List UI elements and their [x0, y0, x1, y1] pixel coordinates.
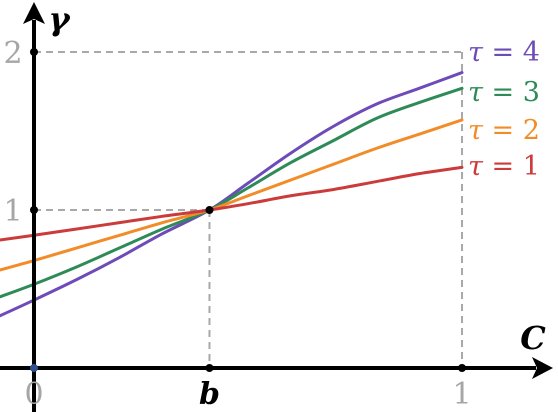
y-tick-marker-2 [30, 48, 38, 56]
chart-labels: 1 2 0 b 1 Cγ τ = 4 τ = 3 τ = 2 τ = 1 [3, 0, 546, 412]
series-line-3 [0, 118, 464, 272]
y-tick-label-2: 2 [3, 36, 22, 71]
x-tick-label-0: 0 [24, 377, 43, 412]
x-tick-marker-b [205, 364, 214, 372]
x-tick-label-b: b [199, 377, 220, 412]
origin-marker [30, 364, 38, 372]
marker-points [30, 48, 466, 372]
series-line-2 [0, 86, 464, 299]
series-line-1 [0, 71, 464, 318]
series-label-4: τ = 1 [468, 151, 540, 182]
y-tick-marker-1 [30, 206, 38, 214]
x-tick-marker-1 [458, 364, 466, 372]
x-axis-title: C [520, 319, 546, 357]
series-curves [0, 71, 464, 318]
series-label-2: τ = 3 [468, 77, 540, 108]
x-axis-arrow-icon [532, 357, 553, 379]
x-tick-label-1: 1 [452, 377, 471, 412]
y-tick-label-1: 1 [3, 194, 22, 229]
y-axis-arrow-icon [23, 2, 45, 24]
series-label-3: τ = 2 [468, 115, 540, 146]
pivot-point-marker [205, 206, 214, 214]
series-label-1: τ = 4 [468, 37, 540, 68]
y-axis-title: γ [48, 0, 71, 38]
guide-lines [34, 51, 463, 368]
series-line-4 [0, 165, 464, 242]
